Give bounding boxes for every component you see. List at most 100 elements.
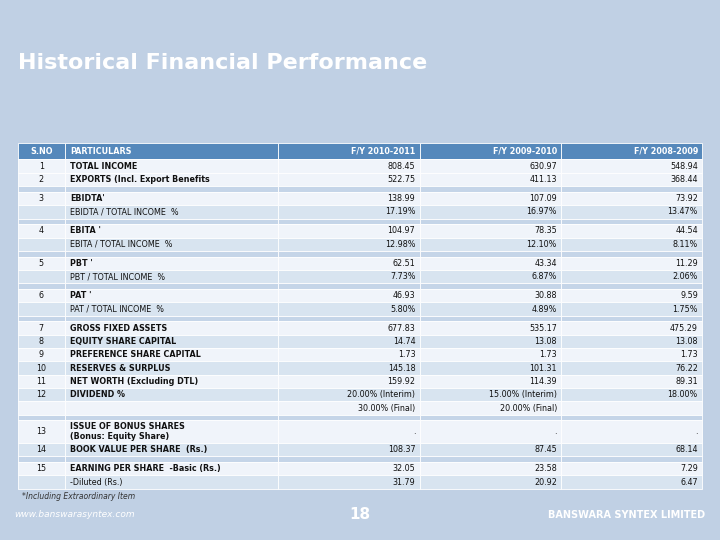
Bar [278,335,420,348]
Text: 78.35: 78.35 [534,226,557,235]
Bar [65,335,278,348]
Text: 14: 14 [36,445,46,454]
Bar [278,401,420,415]
Bar [420,219,561,224]
Bar [561,205,702,219]
Text: 23.58: 23.58 [534,464,557,473]
Text: 87.45: 87.45 [534,445,557,454]
Bar [18,289,65,302]
Text: 11: 11 [36,377,46,386]
Bar [420,238,561,251]
Text: 5.80%: 5.80% [390,305,415,314]
Bar [561,462,702,475]
Text: 20.92: 20.92 [534,477,557,487]
Text: EQUITY SHARE CAPITAL: EQUITY SHARE CAPITAL [70,337,176,346]
Bar [278,224,420,238]
Bar [65,219,278,224]
Text: 630.97: 630.97 [529,161,557,171]
Text: 6: 6 [39,291,44,300]
Bar [420,443,561,456]
Text: 7.73%: 7.73% [390,272,415,281]
Bar [420,475,561,489]
Bar [18,143,65,159]
Bar [278,256,420,270]
Bar [561,415,702,421]
Bar [420,186,561,192]
Bar [18,159,65,173]
Bar [278,388,420,401]
Bar [18,321,65,335]
Bar [420,388,561,401]
Text: 411.13: 411.13 [529,175,557,184]
Text: 32.05: 32.05 [392,464,415,473]
Bar [18,316,65,321]
Bar [65,205,278,219]
Bar [561,321,702,335]
Text: .: . [554,427,557,436]
Bar [65,270,278,284]
Text: PREFERENCE SHARE CAPITAL: PREFERENCE SHARE CAPITAL [70,350,201,359]
Bar [18,205,65,219]
Text: 677.83: 677.83 [387,323,415,333]
Bar [561,443,702,456]
Text: 15: 15 [36,464,46,473]
Text: 12: 12 [36,390,46,399]
Text: EBIDTA': EBIDTA' [70,194,104,203]
Bar [420,284,561,289]
Text: 14.74: 14.74 [393,337,415,346]
Bar [65,289,278,302]
Bar [278,361,420,375]
Text: 104.97: 104.97 [387,226,415,235]
Bar [561,289,702,302]
Bar [65,173,278,186]
Bar [278,251,420,256]
Bar [65,159,278,173]
Bar [561,238,702,251]
Bar [18,456,65,462]
Text: 2.06%: 2.06% [672,272,698,281]
Bar [278,475,420,489]
Text: GROSS FIXED ASSETS: GROSS FIXED ASSETS [70,323,167,333]
Text: 808.45: 808.45 [388,161,415,171]
Text: F/Y 2009-2010: F/Y 2009-2010 [492,147,557,156]
Text: F/Y 2008-2009: F/Y 2008-2009 [634,147,698,156]
Bar [278,316,420,321]
Text: 535.17: 535.17 [529,323,557,333]
Text: EBITA / TOTAL INCOME  %: EBITA / TOTAL INCOME % [70,240,173,249]
Bar [278,302,420,316]
Text: F/Y 2010-2011: F/Y 2010-2011 [351,147,415,156]
Bar [420,192,561,205]
Bar [278,219,420,224]
Text: 2: 2 [39,175,44,184]
Bar [561,256,702,270]
Text: 18: 18 [349,507,371,522]
Bar [420,456,561,462]
Bar [278,143,420,159]
Bar [420,302,561,316]
Text: 10: 10 [36,363,46,373]
Text: 20.00% (Final): 20.00% (Final) [500,403,557,413]
Text: EARNING PER SHARE  -Basic (Rs.): EARNING PER SHARE -Basic (Rs.) [70,464,221,473]
Text: 522.75: 522.75 [387,175,415,184]
Bar [420,462,561,475]
Bar [561,219,702,224]
Text: 12.98%: 12.98% [385,240,415,249]
Text: PAT / TOTAL INCOME  %: PAT / TOTAL INCOME % [70,305,164,314]
Bar [18,219,65,224]
Bar [420,205,561,219]
Bar [18,284,65,289]
Bar [18,415,65,421]
Text: 12.10%: 12.10% [526,240,557,249]
Bar [420,173,561,186]
Text: .: . [696,427,698,436]
Text: 1.73: 1.73 [680,350,698,359]
Bar [561,224,702,238]
Text: PAT ': PAT ' [70,291,91,300]
Text: 31.79: 31.79 [392,477,415,487]
Bar [420,375,561,388]
Text: .: . [413,427,415,436]
Text: 8.11%: 8.11% [672,240,698,249]
Text: 4: 4 [39,226,44,235]
Bar [18,401,65,415]
Text: 8: 8 [39,337,44,346]
